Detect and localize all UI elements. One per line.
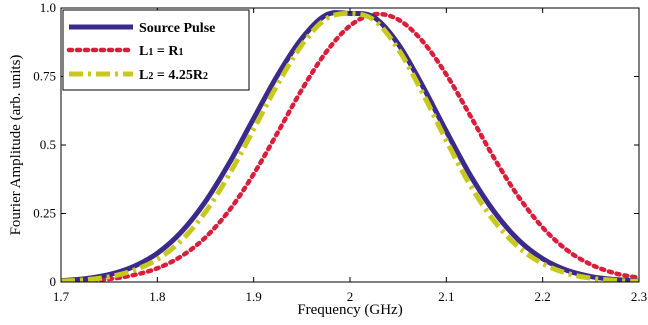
x-tick-label: 2.3	[631, 289, 647, 304]
y-tick-label: 0.25	[33, 206, 56, 221]
legend-label-0: Source Pulse	[139, 21, 215, 36]
y-tick-label: 0.75	[33, 69, 56, 84]
x-tick-label: 2.1	[438, 289, 454, 304]
x-tick-label: 2.2	[535, 289, 551, 304]
legend-label-2: L2 = 4.25R2	[139, 68, 208, 83]
legend-label-1: L1 = R1	[139, 44, 183, 59]
x-tick-label: 1.9	[246, 289, 262, 304]
x-axis-label: Frequency (GHz)	[297, 302, 402, 318]
y-tick-label: 0.5	[40, 137, 56, 152]
y-tick-label: 1.0	[40, 0, 56, 15]
y-axis-label: Fourier Amplitude (arb. units)	[8, 55, 24, 236]
legend: Source Pulse L1 = R1 L2 = 4.25R2	[62, 9, 250, 91]
x-tick-label: 1.8	[149, 289, 165, 304]
x-tick-label: 2	[347, 289, 354, 304]
x-tick-label: 1.7	[53, 289, 70, 304]
series-line-0	[61, 10, 639, 282]
ticks-layer: 1.7 1.8 1.9 2 2.1 2.2 2.3 0 0.25 0.5 0.75 1.0	[33, 0, 647, 304]
y-tick-label: 0	[50, 274, 57, 289]
series-line-1	[61, 11, 639, 282]
series-layer	[61, 10, 639, 282]
